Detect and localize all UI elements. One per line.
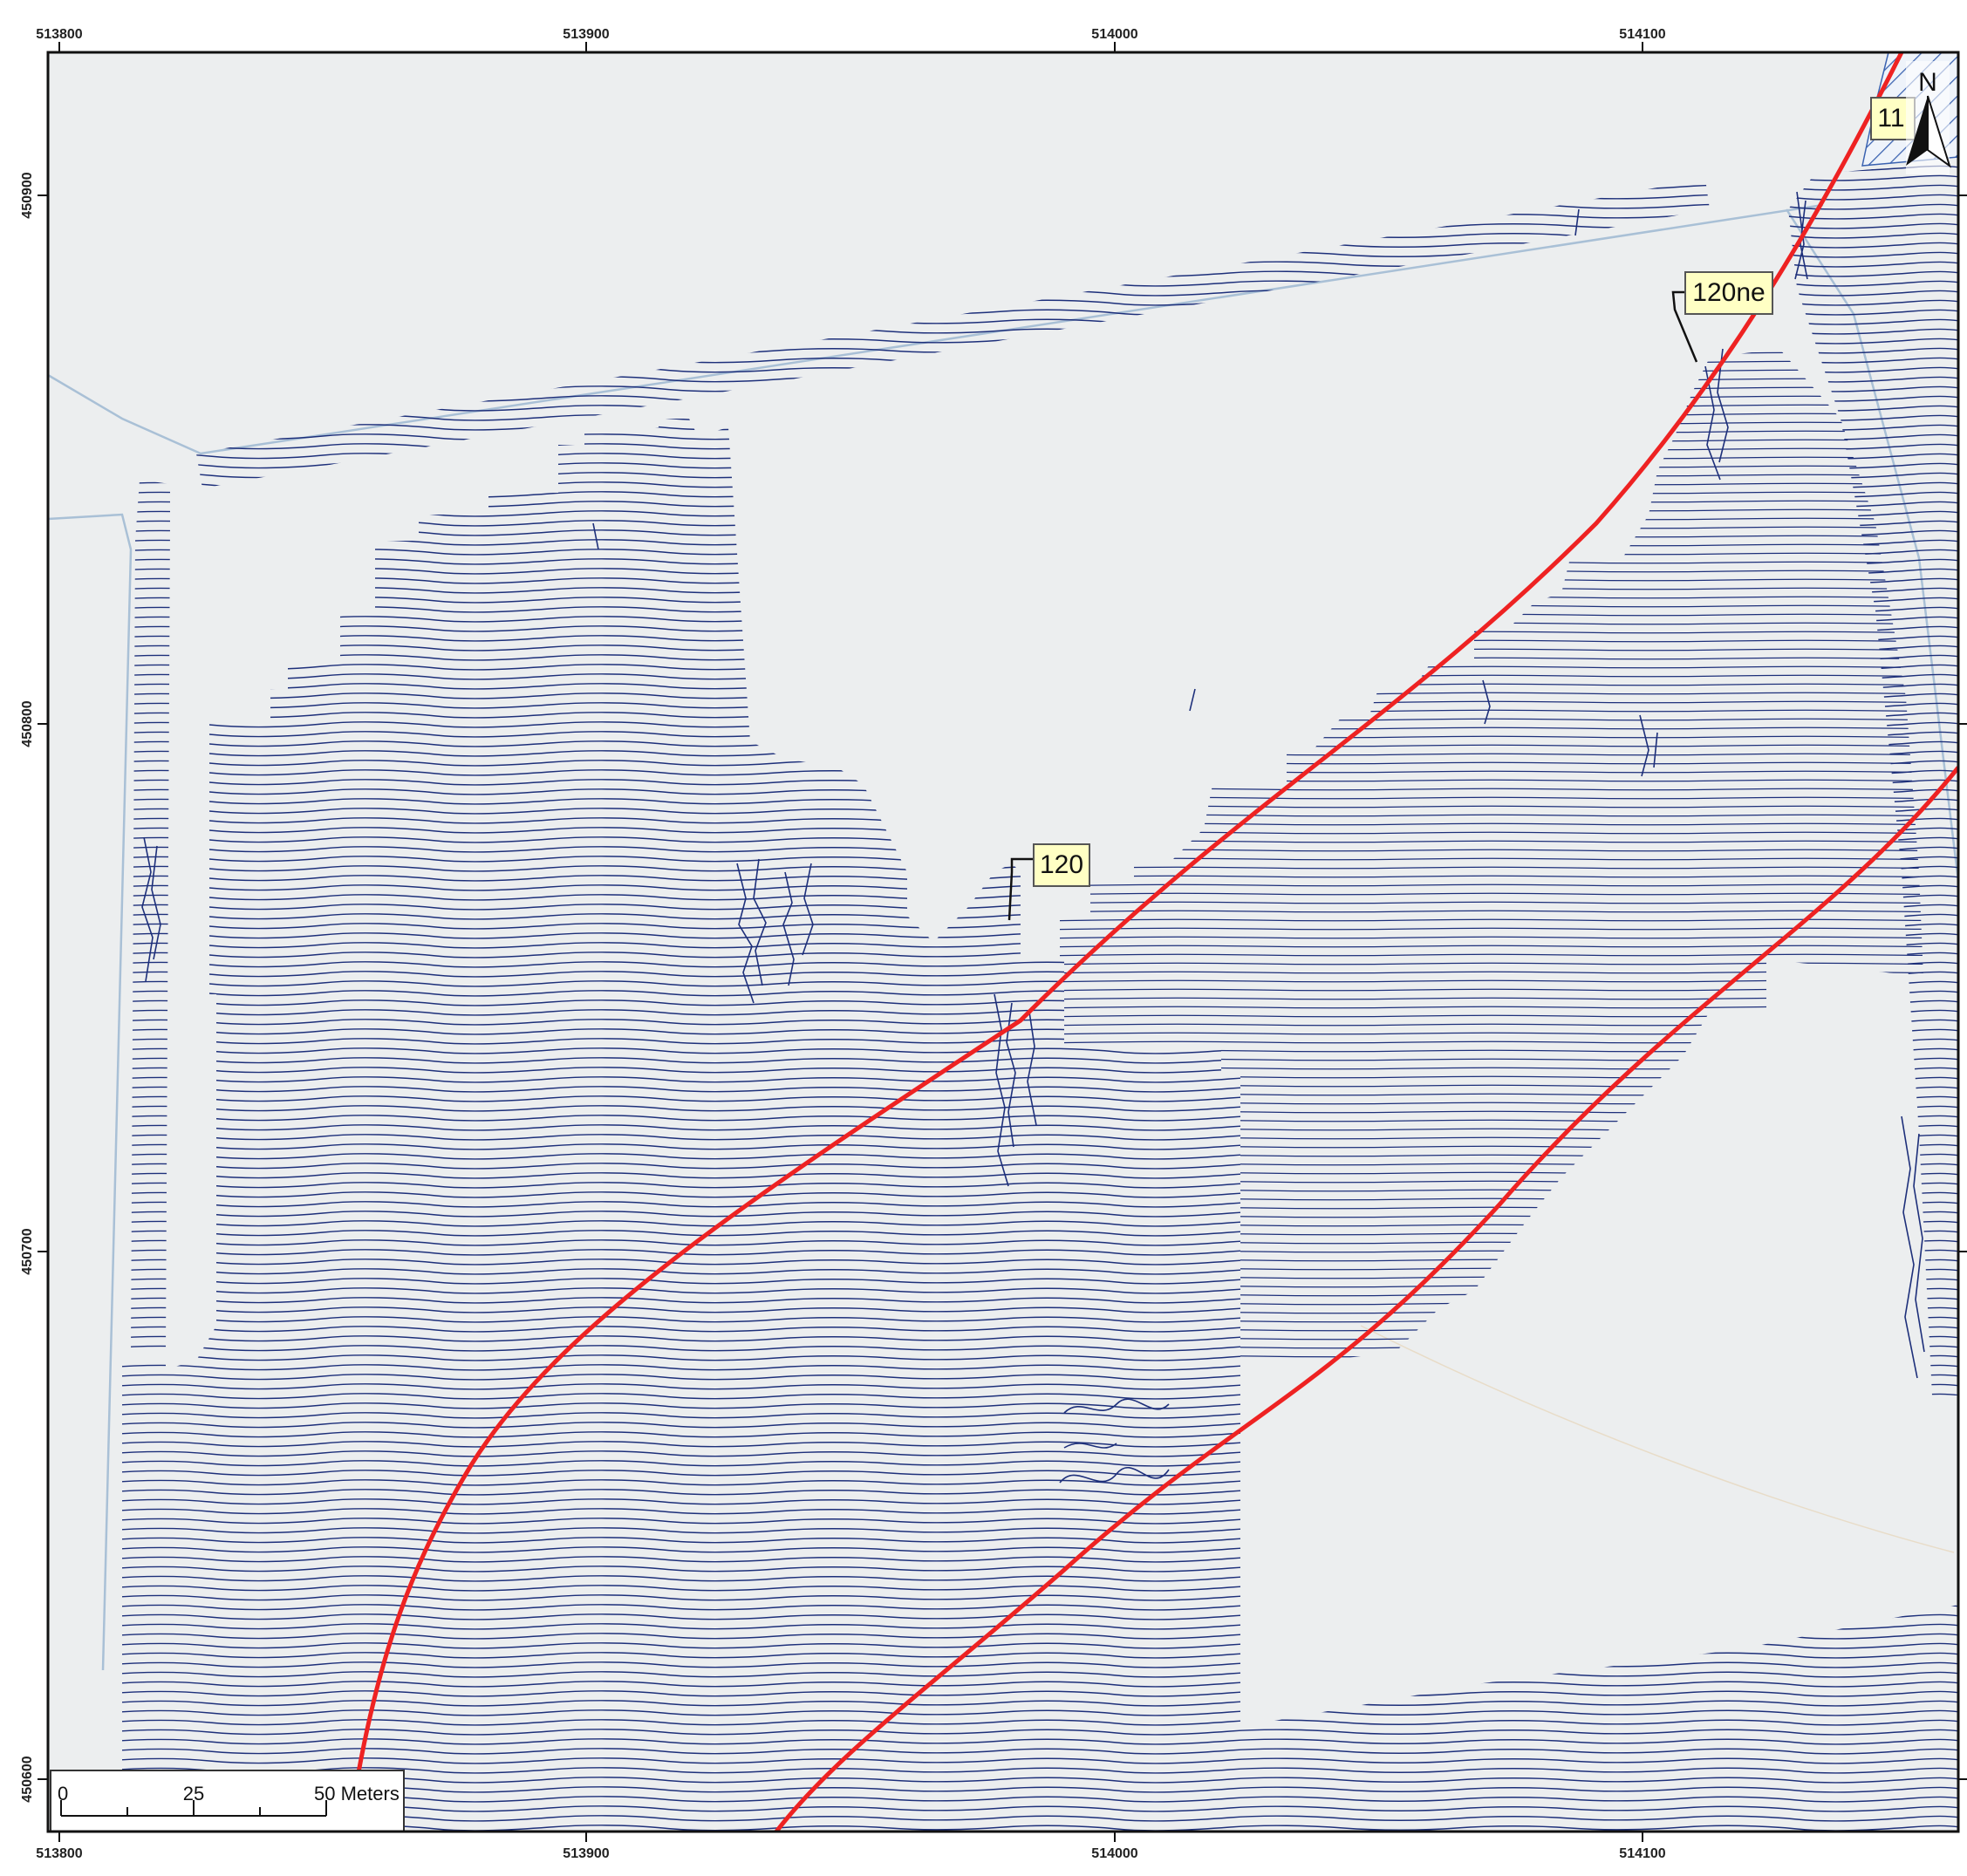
scale-bar: 0 25 50 Meters — [50, 1770, 405, 1832]
grid-labels: 513800 513900 514000 514100 513800 51390… — [20, 27, 1666, 1861]
x-tick-bottom-0: 513800 — [36, 1846, 82, 1861]
scale-label-25: 25 — [183, 1783, 204, 1804]
trace-block-west — [122, 419, 1240, 1832]
y-tick-1: 450800 — [20, 700, 35, 747]
map-body: 120 120ne 11 N 0 25 5 — [48, 52, 1958, 1832]
scale-label-50: 50 Meters — [314, 1783, 400, 1804]
trace-block-east — [1060, 349, 1923, 1361]
x-tick-bottom-1: 513900 — [563, 1846, 609, 1861]
fault-line-south — [775, 766, 1958, 1832]
x-tick-bottom-2: 514000 — [1091, 1846, 1137, 1861]
label-120-text: 120 — [1040, 850, 1083, 879]
label-120[interactable]: 120 — [1007, 843, 1090, 921]
scale-bar-box — [50, 1770, 405, 1832]
north-arrow-icon: N — [1906, 61, 1951, 174]
x-tick-top-0: 513800 — [36, 27, 82, 42]
map-frame — [46, 51, 1960, 1833]
survey-traces — [122, 161, 1958, 1832]
y-tick-3: 450600 — [20, 1756, 35, 1802]
trace-clusters — [141, 191, 1925, 1484]
x-tick-bottom-3: 514100 — [1619, 1846, 1665, 1861]
x-tick-top-2: 514000 — [1091, 27, 1137, 42]
label-120ne[interactable]: 120ne — [1671, 271, 1773, 363]
trace-strip-west — [131, 480, 170, 1352]
fault-line-north — [346, 52, 1904, 1832]
y-tick-2: 450700 — [20, 1228, 35, 1274]
faint-track — [1360, 1325, 1955, 1553]
x-tick-top-1: 513900 — [563, 27, 609, 42]
scale-label-0: 0 — [58, 1783, 68, 1804]
x-tick-top-3: 514100 — [1619, 27, 1665, 42]
trace-band-south — [1240, 1605, 1958, 1832]
label-120ne-text: 120ne — [1692, 278, 1765, 307]
grid-ticks — [38, 42, 1967, 1842]
label-11-text: 11 — [1877, 104, 1904, 133]
north-arrow-letter: N — [1918, 68, 1937, 97]
trace-band-north — [196, 179, 1710, 488]
y-tick-0: 450900 — [20, 172, 35, 218]
trace-strip-east — [1788, 161, 1958, 1395]
fault-lines — [346, 52, 1958, 1832]
